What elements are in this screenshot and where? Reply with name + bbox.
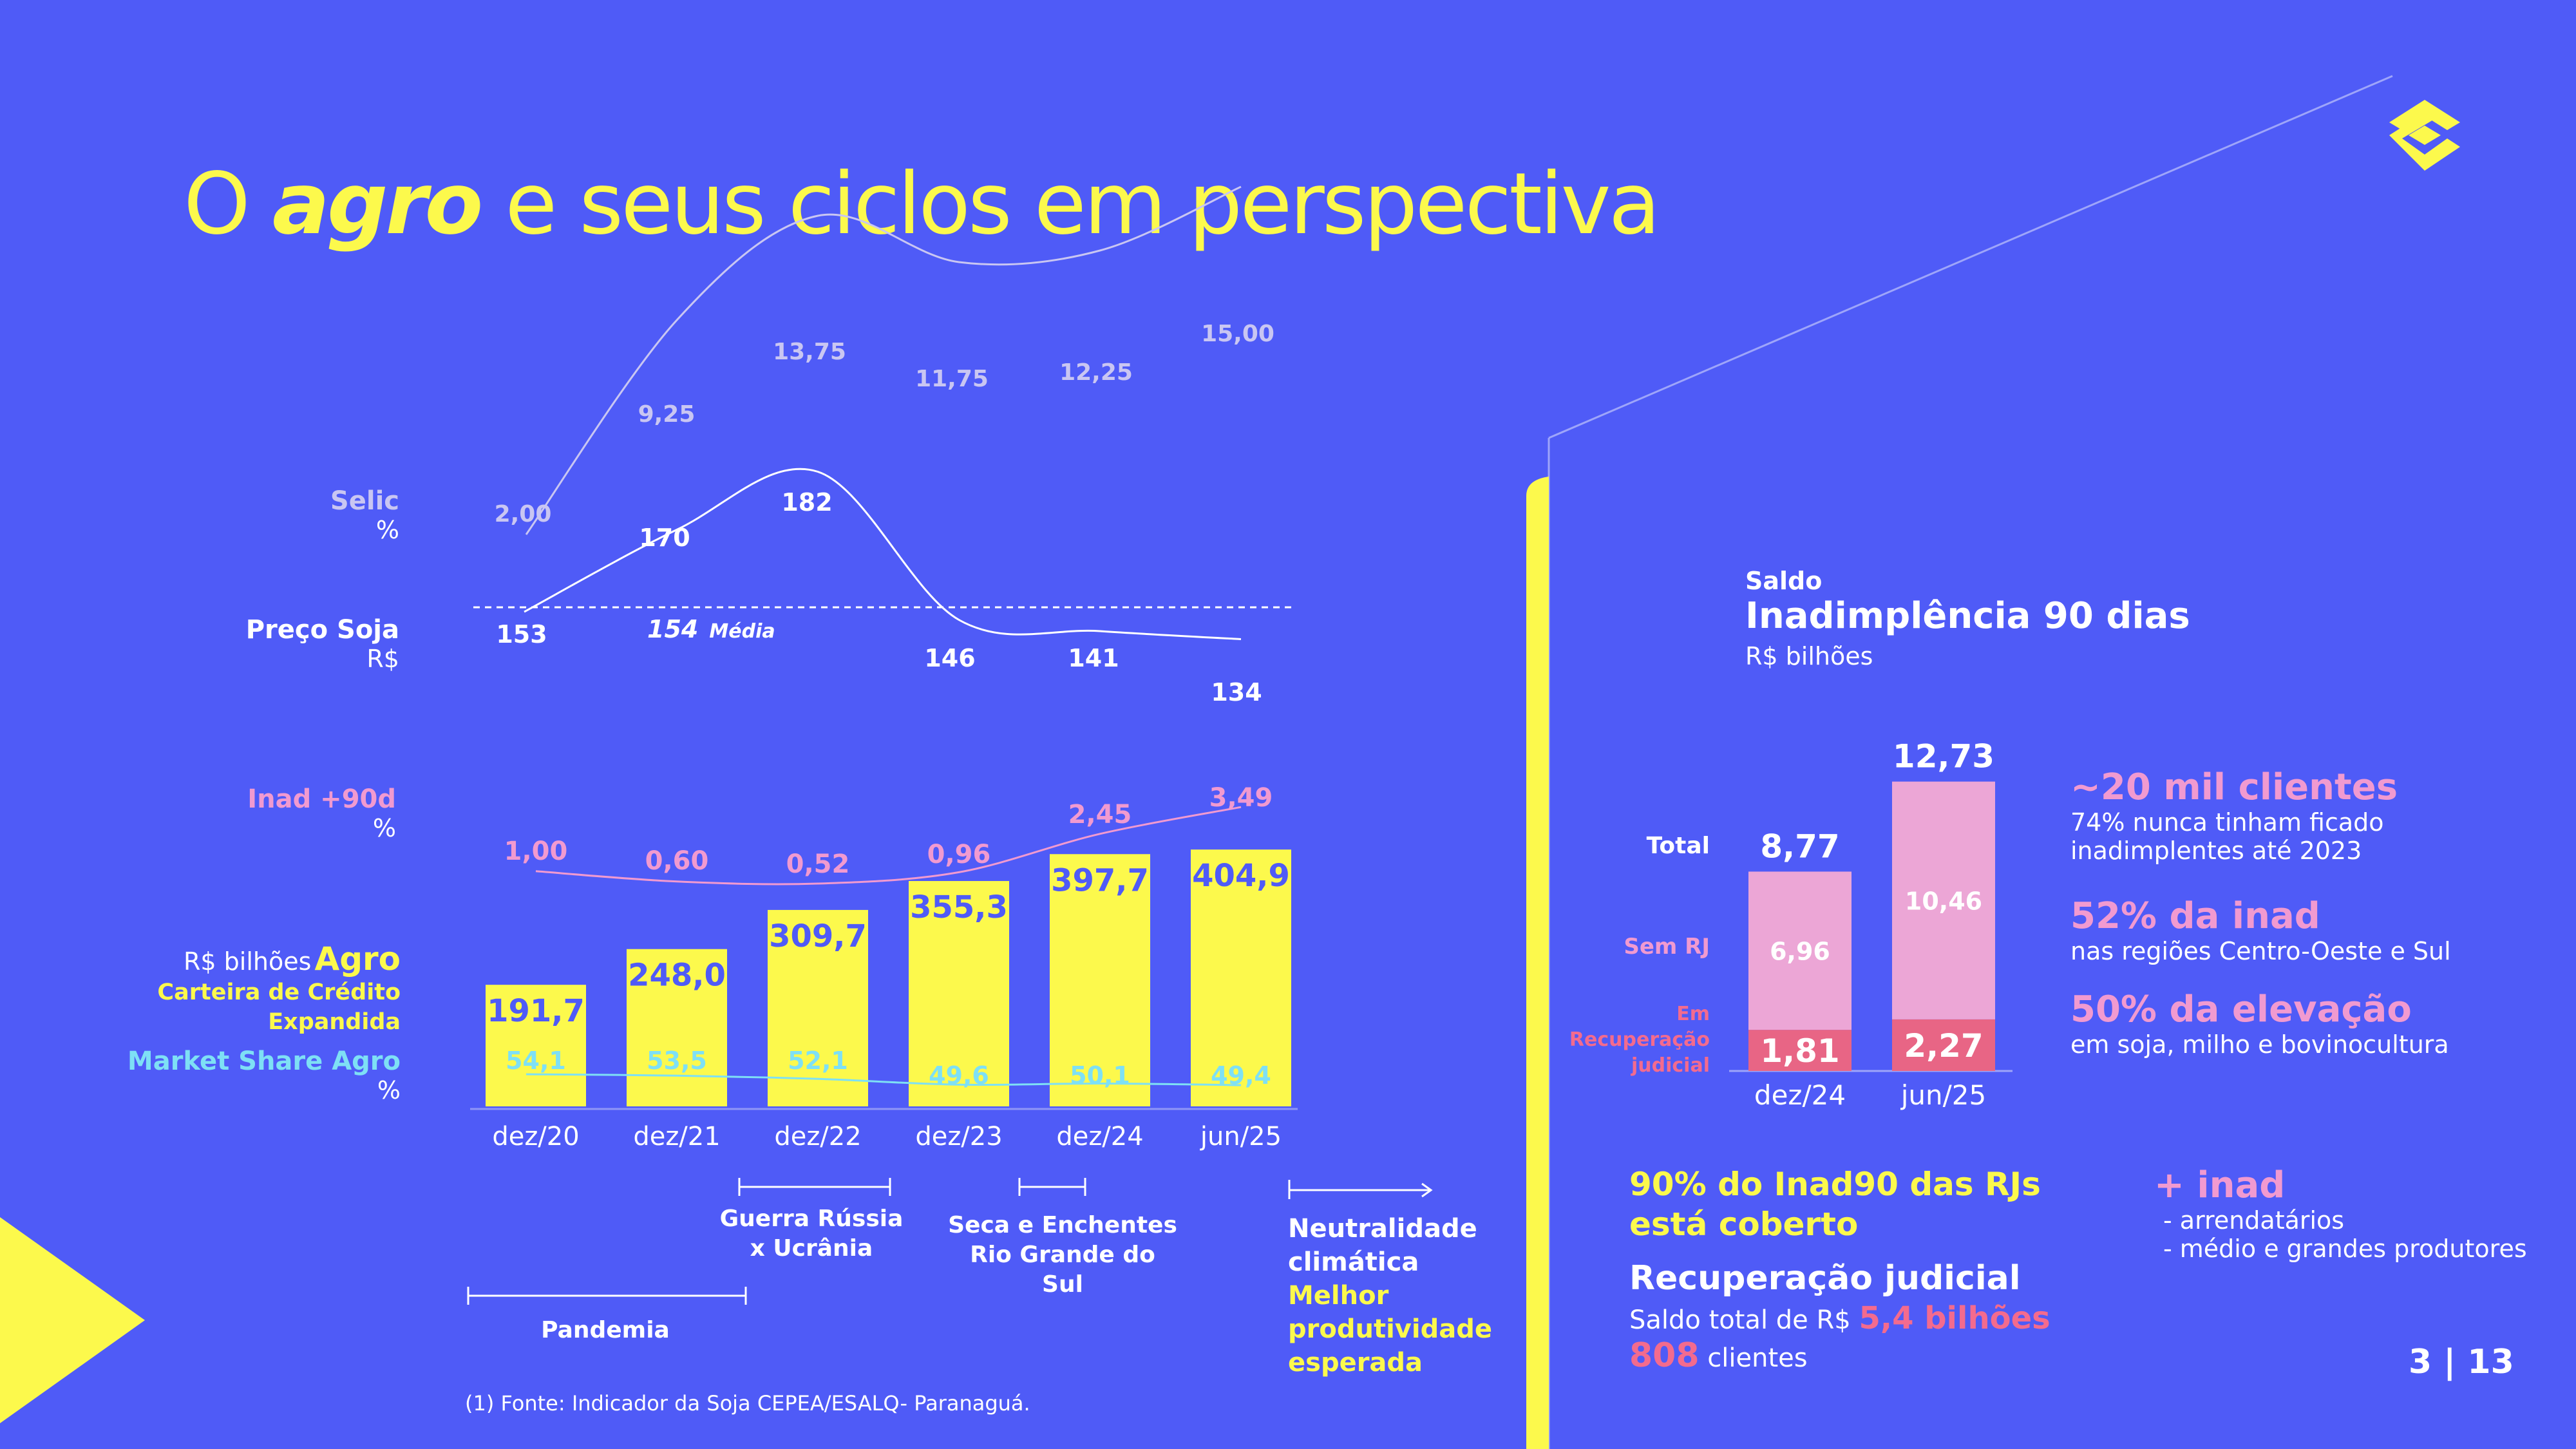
page-title: O agro e seus ciclos em perspectiva <box>184 155 1661 254</box>
bar-value-label: 191,7 <box>487 993 585 1029</box>
soja-label: 134 <box>1211 678 1262 706</box>
bar-value-label: 309,7 <box>769 918 867 954</box>
agro-label: R$ bilhões Agro Carteira de Crédito Expa… <box>157 940 401 1035</box>
market-share-label: 52,1 <box>788 1046 848 1075</box>
bar-agro <box>768 909 868 1106</box>
x-tick-label: dez/24 <box>1056 1122 1143 1151</box>
soja-label: 170 <box>639 524 690 552</box>
inad-label: 1,00 <box>504 837 568 866</box>
bar-value-label: 248,0 <box>628 958 726 994</box>
selic-label: 13,75 <box>773 339 846 365</box>
soja-label: 146 <box>924 644 975 672</box>
selic-label: 12,25 <box>1059 359 1133 386</box>
line-inad <box>535 806 1242 886</box>
inad-plus: + inad - arrendatários - médio e grandes… <box>2154 1164 2527 1263</box>
bar-value-label: 397,7 <box>1051 862 1149 898</box>
right-x-tick-label: dez/24 <box>1754 1079 1846 1111</box>
kpi-elevacao: 50% da elevação em soja, milho e bovinoc… <box>2070 989 2449 1059</box>
bar-agro <box>909 881 1009 1106</box>
market-share-label: Market Share Agro % <box>127 1046 401 1104</box>
bar-value-label: 404,9 <box>1192 858 1290 894</box>
inad-label: Inad +90d % <box>247 784 396 842</box>
selic-label: 9,25 <box>638 401 696 428</box>
x-tick-label: dez/21 <box>633 1122 720 1151</box>
bar-rj <box>1748 1030 1852 1071</box>
soja-label: 182 <box>781 488 832 516</box>
x-tick-label: jun/25 <box>1200 1122 1282 1151</box>
soja-average-label: 154 Média <box>647 615 775 643</box>
bar-agro <box>1050 854 1150 1106</box>
selic-label: 11,75 <box>915 366 989 392</box>
total-value-label: 12,73 <box>1893 738 1994 775</box>
bar-agro <box>486 985 586 1106</box>
recuperacao-judicial: Recuperação judicial Saldo total de R$ 5… <box>1629 1259 2050 1375</box>
market-share-label: 53,5 <box>647 1046 707 1075</box>
event-seca: Seca e Enchentes Rio Grande do Sul <box>948 1212 1177 1298</box>
total-value-label: 8,77 <box>1760 828 1839 865</box>
x-tick-label: dez/20 <box>492 1122 579 1151</box>
inad-label: 0,60 <box>645 846 709 876</box>
x-tick-label: dez/22 <box>774 1122 861 1151</box>
line-soja <box>524 468 1242 640</box>
kpi-inad-regions: 52% da inad nas regiões Centro-Oeste e S… <box>2070 895 2451 965</box>
market-share-label: 49,6 <box>929 1061 989 1090</box>
sem-rj-value-label: 6,96 <box>1770 937 1830 965</box>
line-selic <box>525 185 1242 535</box>
market-share-label: 50,1 <box>1070 1061 1130 1090</box>
page-number: 3 | 13 <box>2409 1343 2514 1381</box>
total-row-label: Total <box>1646 833 1710 859</box>
market-share-label: 49,4 <box>1211 1061 1271 1090</box>
soja-label: 141 <box>1068 644 1119 672</box>
sem-rj-label: Sem RJ <box>1624 934 1710 960</box>
selic-label: Selic % <box>330 486 399 544</box>
bar-agro <box>627 949 727 1106</box>
event-guerra: Guerra Rússia x Ucrânia <box>719 1206 904 1262</box>
inad-label: 3,49 <box>1209 783 1273 813</box>
right-x-tick-label: jun/25 <box>1900 1079 1987 1111</box>
coverage-note: 90% do Inad90 das RJs está coberto <box>1629 1166 2041 1243</box>
inad-label: 0,52 <box>786 849 850 879</box>
sem-rj-value-label: 10,46 <box>1905 887 1982 915</box>
bar-sem-rj <box>1748 871 1852 1030</box>
event-pandemia: Pandemia <box>541 1317 670 1343</box>
bar-rj <box>1892 1019 1995 1071</box>
rj-value-label: 1,81 <box>1760 1032 1839 1070</box>
bar-sem-rj <box>1892 781 1995 1019</box>
bank-logo-icon <box>2389 100 2460 171</box>
inad-label: 2,45 <box>1068 800 1132 829</box>
arrow-neutralidade-head <box>1421 1182 1433 1198</box>
x-tick-label: dez/23 <box>915 1122 1002 1151</box>
soja-label: 153 <box>496 620 547 649</box>
inad-label: 0,96 <box>927 840 991 869</box>
em-rec-label: Em Recuperação judicial <box>1569 1003 1710 1077</box>
line-market-share <box>526 1073 1242 1086</box>
event-neutralidade: Neutralidade climática Melhor produtividad… <box>1288 1214 1492 1378</box>
inad-chart-header: Saldo Inadimplência 90 dias R$ bilhões <box>1745 567 2190 670</box>
market-share-label: 54,1 <box>506 1046 566 1075</box>
soja-label: Preço Soja R$ <box>245 615 399 673</box>
footnote: (1) Fonte: Indicador da Soja CEPEA/ESALQ… <box>465 1391 1030 1416</box>
bar-agro <box>1191 849 1291 1106</box>
rj-value-label: 2,27 <box>1904 1027 1983 1065</box>
kpi-clientes: ~20 mil clientes 74% nunca tinham ficado… <box>2070 766 2398 865</box>
selic-label: 15,00 <box>1201 321 1274 347</box>
bar-value-label: 355,3 <box>910 889 1008 925</box>
selic-label: 2,00 <box>495 501 552 527</box>
